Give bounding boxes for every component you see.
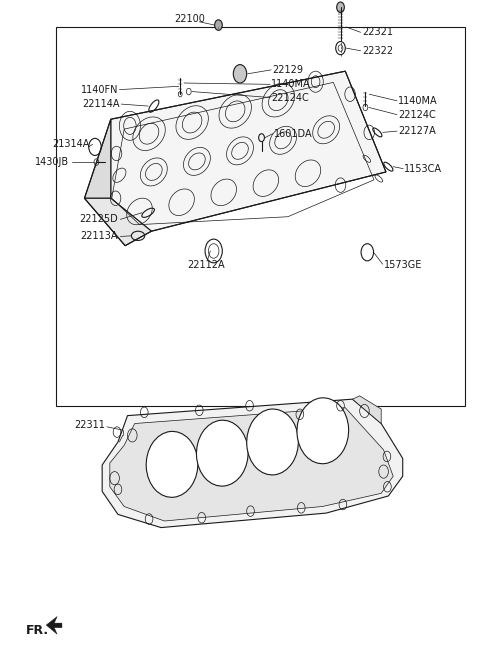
Text: 22311: 22311	[74, 420, 105, 430]
Ellipse shape	[196, 420, 248, 486]
Text: 22322: 22322	[362, 46, 393, 55]
Text: FR.: FR.	[25, 624, 48, 637]
Text: 22129: 22129	[273, 65, 303, 75]
Text: 22113A: 22113A	[81, 232, 118, 242]
Polygon shape	[46, 616, 62, 634]
Polygon shape	[84, 198, 152, 246]
Text: 21314A: 21314A	[52, 139, 90, 149]
Text: 1430JB: 1430JB	[35, 157, 69, 167]
Polygon shape	[102, 399, 403, 527]
Circle shape	[215, 20, 222, 30]
Circle shape	[336, 2, 344, 13]
Text: 22100: 22100	[174, 14, 205, 24]
Polygon shape	[84, 119, 111, 198]
Text: 1601DA: 1601DA	[274, 129, 312, 139]
Ellipse shape	[297, 398, 348, 464]
Polygon shape	[111, 71, 386, 231]
Text: 1140MA: 1140MA	[271, 79, 311, 89]
Text: 22124C: 22124C	[271, 92, 309, 102]
Text: 22112A: 22112A	[188, 261, 225, 271]
Bar	[56, 27, 465, 406]
Text: 1140FN: 1140FN	[81, 84, 118, 94]
Text: 22124C: 22124C	[398, 110, 436, 119]
Polygon shape	[352, 396, 381, 424]
Circle shape	[233, 65, 247, 83]
Text: 22125D: 22125D	[79, 214, 118, 224]
Text: 1573GE: 1573GE	[384, 261, 422, 271]
Text: 22114A: 22114A	[82, 99, 120, 109]
Polygon shape	[110, 408, 393, 521]
Text: 22321: 22321	[362, 27, 393, 38]
Ellipse shape	[247, 409, 299, 475]
Text: 1153CA: 1153CA	[404, 164, 442, 174]
Ellipse shape	[146, 432, 198, 497]
Text: 22127A: 22127A	[398, 126, 436, 136]
Text: 1140MA: 1140MA	[398, 96, 438, 106]
